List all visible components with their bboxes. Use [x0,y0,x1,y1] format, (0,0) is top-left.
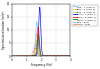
Y-axis label: Spectral acceleration (m/s²): Spectral acceleration (m/s²) [2,11,6,49]
Legend: EXP - 1 (Floor 1), EXP - 2 (Floor 2), EXP - 3 (Floor 3), NUM - 1 (Floor 1), NUM : EXP - 1 (Floor 1), EXP - 2 (Floor 2), EX… [72,5,98,26]
X-axis label: Frequency (Hz): Frequency (Hz) [31,63,52,67]
